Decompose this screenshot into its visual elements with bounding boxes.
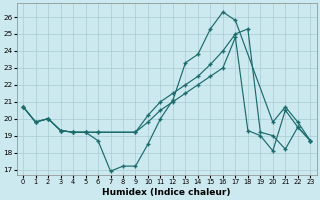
X-axis label: Humidex (Indice chaleur): Humidex (Indice chaleur) <box>102 188 231 197</box>
